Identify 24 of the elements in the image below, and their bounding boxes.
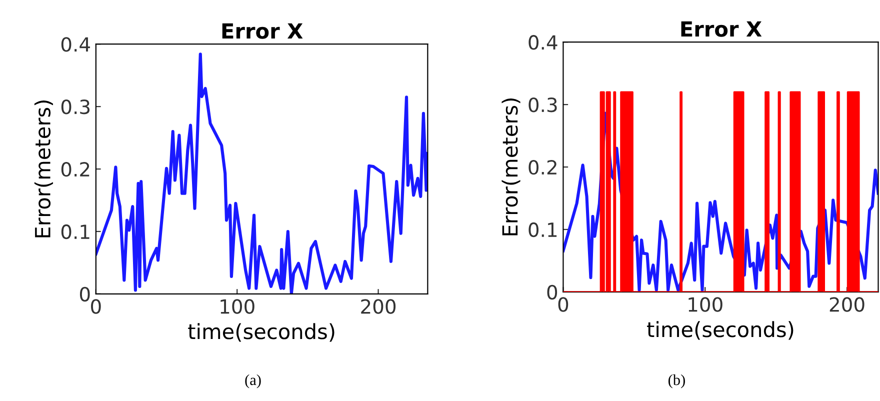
y-tick-label: 0.2 (61, 162, 90, 177)
y-tick-label: 0 (80, 286, 90, 302)
y-tick-label: 0 (547, 284, 558, 300)
y-axis-title: Error(meters) (502, 98, 520, 236)
x-axis-title: time(seconds) (647, 321, 794, 340)
y-tick-label: 0.3 (528, 98, 557, 112)
x-tick-label: 0 (91, 299, 101, 314)
y-tick-label: 0.3 (61, 100, 90, 114)
chart-title: Error X (222, 23, 303, 39)
x-tick-label: 100 (220, 299, 254, 314)
x-tick-label: 100 (688, 297, 722, 312)
text: (b) (668, 374, 685, 388)
x-tick-label: 200 (830, 297, 864, 312)
text: (a) (245, 374, 261, 388)
y-tick-label: 0.4 (528, 35, 558, 50)
y-tick-label: 0.2 (528, 160, 556, 175)
y-tick-label: 0.1 (61, 224, 90, 240)
x-tick-label: 0 (558, 297, 568, 312)
y-axis-title: Error(meters) (34, 100, 53, 238)
y-tick-label: 0.1 (528, 222, 557, 238)
x-tick-label: 200 (361, 299, 396, 314)
x-axis-title: time(seconds) (188, 323, 334, 342)
y-tick-label: 0.4 (61, 37, 90, 52)
chart-title: Error X (681, 21, 762, 37)
